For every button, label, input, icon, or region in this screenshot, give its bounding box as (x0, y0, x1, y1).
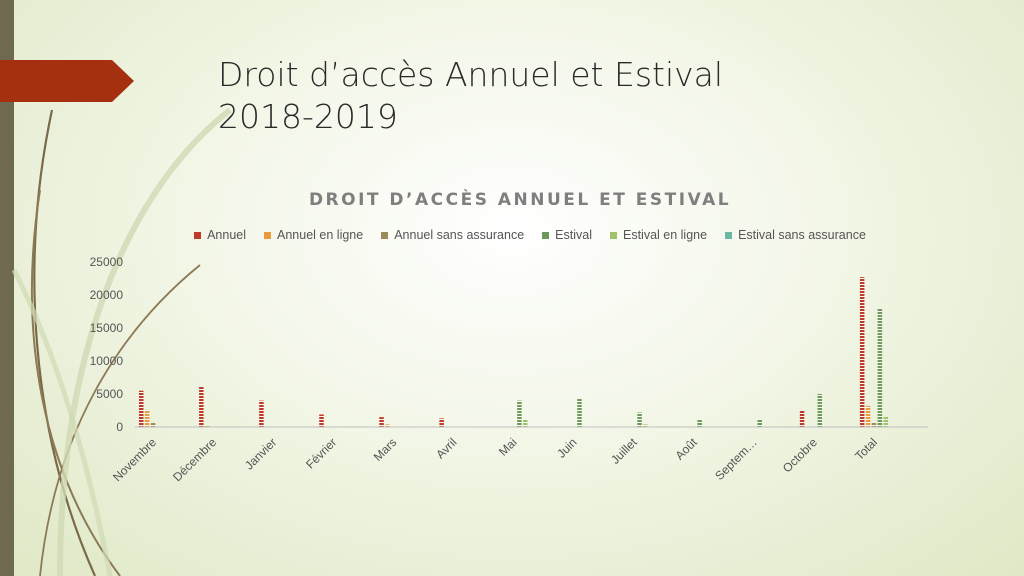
legend-item: Annuel en ligne (264, 228, 363, 242)
x-tick-label: Avril (433, 435, 459, 461)
bar-estival (877, 308, 883, 427)
title-arrow-tab (0, 60, 134, 102)
x-tick-label: Septem… (712, 435, 760, 483)
bar-annuel (859, 277, 865, 427)
x-tick-label: Mars (371, 435, 400, 464)
bar-annuel-en-ligne (144, 409, 150, 427)
bar-annuel-en-ligne (204, 425, 210, 427)
legend-item: Annuel sans assurance (381, 228, 524, 242)
legend-swatch (542, 231, 550, 239)
x-tick-label: Janvier (242, 435, 279, 472)
y-tick-label: 25000 (90, 255, 124, 269)
x-tick-label: Juillet (608, 435, 640, 467)
bar-annuel (199, 386, 204, 427)
legend-item: Estival (542, 228, 592, 242)
bar-annuel-sans-assurance (150, 423, 156, 427)
slide-title-line2: 2018-2019 (218, 97, 398, 136)
bar-estival (817, 394, 823, 427)
chart-title: DROIT D’ACCÈS ANNUEL ET ESTIVAL (308, 190, 732, 210)
bar-annuel (379, 417, 384, 427)
y-tick-label: 10000 (90, 354, 124, 368)
x-tick-label: Octobre (780, 435, 820, 475)
x-tick-label: Août (672, 435, 700, 463)
bar-estival (757, 419, 762, 427)
y-axis: 0 5000 10000 15000 20000 25000 (90, 255, 124, 434)
bar-estival (517, 400, 522, 427)
legend-swatch (609, 231, 617, 239)
chart-legend: Annuel Annuel en ligne Annuel sans assuran… (140, 228, 920, 242)
legend-label: Annuel en ligne (277, 228, 364, 242)
x-tick-label: Juin (554, 435, 579, 460)
y-tick-label: 20000 (90, 288, 124, 302)
legend-label: Estival en ligne (622, 228, 708, 242)
decorative-curves (11, 107, 232, 576)
bar-group (139, 277, 889, 427)
y-tick-label: 5000 (96, 387, 123, 401)
legend-item: Annuel (194, 228, 246, 242)
bar-annuel (259, 400, 264, 427)
legend-label: Annuel sans assurance (394, 228, 525, 242)
legend-swatch (194, 231, 202, 239)
bar-annuel (439, 418, 444, 427)
y-tick-label: 0 (116, 420, 123, 434)
legend-swatch (264, 231, 272, 239)
bar-annuel-en-ligne (385, 424, 390, 427)
x-tick-label: Février (303, 435, 339, 471)
bar-annuel-sans-assurance (871, 422, 877, 427)
bar-annuel (319, 414, 324, 427)
bar-annuel (799, 410, 805, 427)
legend-swatch (725, 231, 733, 239)
bar-estival-en-ligne (523, 419, 528, 427)
x-tick-label: Décembre (170, 435, 219, 484)
bar-estival-en-ligne (643, 424, 648, 427)
bar-annuel-en-ligne (865, 405, 871, 427)
x-tick-label: Total (852, 435, 880, 463)
x-tick-label: Mai (496, 435, 520, 459)
x-tick-label: Novembre (110, 435, 159, 484)
legend-label: Estival (555, 228, 592, 242)
legend-swatch (381, 231, 389, 239)
left-accent-bar (0, 0, 14, 576)
bar-estival (577, 398, 582, 427)
legend-item: Estival en ligne (609, 228, 708, 242)
bar-annuel (139, 390, 144, 427)
slide-title: Droit d’accès Annuel et Estival 2018-201… (218, 54, 858, 138)
slide-title-line1: Droit d’accès Annuel et Estival (218, 55, 724, 94)
legend-label: Annuel (207, 228, 247, 242)
bar-estival-en-ligne (883, 416, 889, 427)
x-axis: Novembre Décembre Janvier Février Mars Avril M… (110, 426, 928, 484)
y-tick-label: 15000 (90, 321, 124, 335)
bar-estival (697, 419, 702, 427)
legend-item: Estival sans assurance (725, 228, 866, 242)
bar-estival (637, 412, 642, 427)
legend-label: Estival sans assurance (738, 228, 866, 242)
